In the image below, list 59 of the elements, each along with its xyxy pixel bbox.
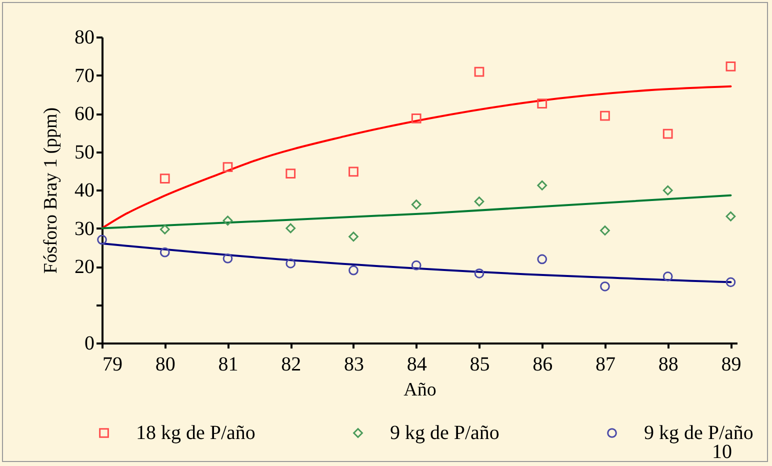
point bbox=[600, 110, 610, 121]
point bbox=[160, 224, 170, 234]
x-axis-title: Año bbox=[404, 380, 436, 400]
line-series bbox=[101, 242, 732, 284]
x-tick-label: 79 bbox=[102, 354, 122, 376]
y-tick-label: 0 bbox=[84, 332, 94, 354]
y-tick-label: 30 bbox=[74, 218, 94, 240]
y-tick-label: 40 bbox=[74, 180, 94, 202]
point bbox=[600, 226, 610, 236]
point bbox=[726, 211, 736, 222]
point bbox=[348, 166, 358, 177]
point bbox=[726, 62, 736, 72]
point bbox=[411, 260, 422, 270]
point bbox=[286, 258, 296, 268]
point bbox=[160, 174, 170, 184]
x-tick-label: 86 bbox=[532, 354, 553, 376]
legend-label: 18 kg de P/año bbox=[136, 422, 256, 444]
point bbox=[474, 196, 484, 206]
legend-label: 9 kg de P/año bbox=[390, 422, 500, 444]
point bbox=[662, 128, 673, 139]
x-tick-label: 80 bbox=[155, 354, 176, 376]
x-tick-label: 88 bbox=[658, 354, 678, 376]
point bbox=[348, 265, 358, 276]
x-tick-label: 85 bbox=[470, 354, 490, 376]
x-tick-label: 83 bbox=[344, 354, 364, 376]
x-tick-label: 89 bbox=[721, 354, 742, 376]
legend-label: 9 kg de P/año bbox=[644, 422, 754, 444]
point bbox=[537, 180, 548, 190]
point bbox=[97, 234, 107, 245]
y-tick-label: 20 bbox=[74, 256, 94, 278]
line-series bbox=[101, 194, 732, 230]
point bbox=[222, 216, 233, 226]
point bbox=[537, 98, 548, 108]
x-tick-label: 81 bbox=[218, 354, 238, 376]
point bbox=[411, 200, 422, 210]
x-tick-label: 87 bbox=[595, 354, 616, 376]
point bbox=[474, 66, 484, 77]
point bbox=[662, 185, 673, 196]
y-tick-label: 60 bbox=[74, 103, 94, 125]
point bbox=[348, 232, 358, 242]
point bbox=[600, 281, 610, 292]
point bbox=[160, 247, 170, 258]
point bbox=[537, 254, 548, 264]
point bbox=[474, 268, 484, 278]
point bbox=[286, 168, 296, 178]
point bbox=[726, 277, 736, 288]
y-tick-label: 80 bbox=[74, 26, 94, 48]
y-tick-label: 50 bbox=[74, 141, 94, 164]
point bbox=[662, 272, 673, 282]
y-tick-label: 70 bbox=[74, 64, 94, 87]
point bbox=[222, 162, 233, 172]
point bbox=[411, 114, 422, 124]
y-axis-title: Fósforo Bray 1 (ppm) bbox=[40, 107, 62, 274]
line-series bbox=[101, 85, 732, 230]
text: 10 bbox=[712, 441, 732, 464]
point bbox=[222, 254, 233, 264]
x-tick-label: 82 bbox=[281, 354, 302, 376]
point bbox=[286, 223, 296, 234]
x-tick-label: 84 bbox=[406, 354, 427, 376]
